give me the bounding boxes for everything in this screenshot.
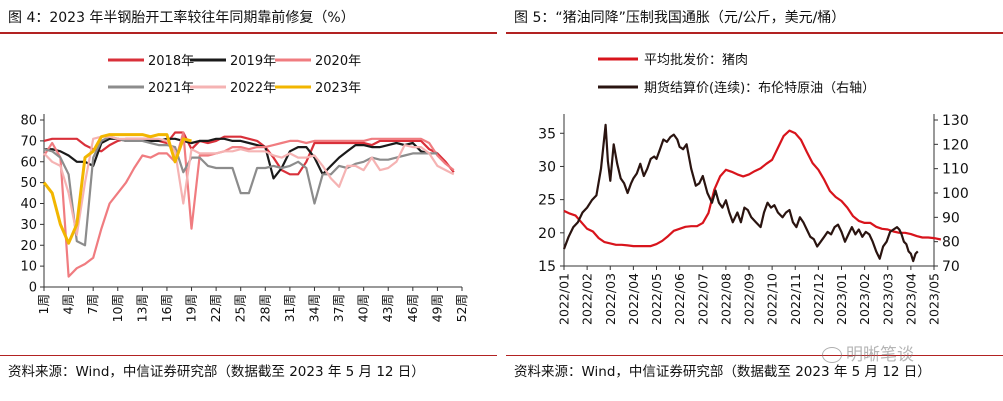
x-tick-label: 4周 (61, 294, 76, 314)
x-tick-label: 2022/12 (811, 273, 826, 325)
x-tick-label: 25周 (233, 294, 248, 322)
legend-label: 期货结算价(连续)：布伦特原油（右轴） (644, 80, 875, 96)
x-tick-label: 28周 (257, 294, 272, 322)
series-line-brent (562, 123, 919, 263)
y-right-tick-label: 80 (942, 235, 960, 251)
watermark: 明晰笔谈 (822, 340, 914, 365)
legend-label: 2021年 (148, 81, 194, 96)
legend-label: 平均批发价：猪肉 (644, 52, 748, 68)
x-tick-label: 2023/03 (880, 273, 895, 325)
x-tick-label: 2022/09 (742, 273, 757, 325)
x-tick-label: 2023/01 (834, 273, 849, 325)
x-tick-label: 22周 (208, 294, 223, 322)
left-line-chart: 2018年 2019年 2020年 2021年 2022年 2023年 0 10 20 30 40 5… (20, 54, 469, 322)
y-tick-label: 0 (29, 281, 37, 296)
right-source-rule (506, 355, 1003, 356)
x-tick-label: 2022/05 (649, 273, 664, 325)
x-tick-label: 40周 (356, 294, 371, 322)
y-tick-label: 60 (20, 155, 37, 170)
x-tick-label: 13周 (134, 294, 149, 322)
y-right-tick-label: 130 (942, 113, 969, 129)
series-line-y2022 (43, 135, 455, 236)
right-chart-source: 资料来源：Wind，中信证券研究部（数据截至 2023 年 5 月 12 日） (514, 364, 931, 380)
x-tick-label: 2022/06 (672, 273, 687, 325)
series-line-y2019 (44, 137, 430, 180)
y-tick-label: 80 (20, 114, 37, 129)
x-tick-label: 2022/08 (718, 273, 733, 325)
x-tick-label: 34周 (306, 294, 321, 322)
watermark-text: 明晰笔谈 (846, 345, 914, 365)
y-tick-label: 20 (20, 239, 37, 254)
x-tick-label: 7周 (85, 294, 100, 314)
wechat-icon (822, 347, 842, 363)
right-chart-panel: 图 5：“猪油同降”压制我国通胀（元/公斤，美元/桶） 平均批发价：猪肉期货结算… (506, 0, 1003, 401)
series-line-y2021 (43, 135, 438, 247)
x-tick-label: 1周 (36, 294, 51, 314)
y-right-tick-label: 70 (942, 259, 960, 275)
x-tick-label: 2023/04 (903, 273, 918, 325)
left-chart-source: 资料来源：Wind，中信证券研究部（数据截至 2023 年 5 月 12 日） (8, 364, 425, 380)
x-tick-label: 19周 (184, 294, 199, 322)
series-line-y2023 (42, 133, 192, 245)
y-right-tick-label: 110 (942, 162, 969, 178)
legend-label: 2019年 (230, 54, 276, 69)
series-line-pork (563, 129, 942, 248)
x-tick-label: 2023/02 (857, 273, 872, 325)
left-source-rule (0, 355, 497, 356)
y-tick-label: 10 (20, 260, 37, 275)
x-tick-label: 52周 (454, 294, 469, 322)
y-left-tick-label: 20 (538, 226, 556, 242)
x-tick-label: 2022/10 (765, 273, 780, 325)
x-tick-label: 43周 (380, 294, 395, 322)
x-tick-label: 2022/04 (626, 273, 641, 325)
y-left-tick-label: 25 (538, 193, 556, 209)
right-title-rule (506, 32, 1003, 34)
legend-label: 2020年 (315, 54, 361, 69)
series-line-y2018 (43, 131, 455, 176)
x-tick-label: 10周 (110, 294, 125, 322)
x-tick-label: 16周 (159, 294, 174, 322)
y-left-tick-label: 15 (538, 259, 556, 275)
x-tick-label: 2022/01 (557, 273, 572, 325)
right-chart-title: 图 5：“猪油同降”压制我国通胀（元/公斤，美元/桶） (514, 10, 846, 26)
x-tick-label: 37周 (331, 294, 346, 322)
y-right-tick-label: 90 (942, 210, 960, 226)
legend-label: 2018年 (148, 54, 194, 69)
legend-label: 2022年 (230, 81, 276, 96)
x-tick-label: 46周 (405, 294, 420, 322)
left-chart-panel: 图 4：2023 年半钢胎开工率较往年同期靠前修复（%） 2018年 2019年 2… (0, 0, 497, 401)
x-tick-label: 2022/02 (580, 273, 595, 325)
x-tick-label: 31周 (282, 294, 297, 322)
left-chart-title: 图 4：2023 年半钢胎开工率较往年同期靠前修复（%） (8, 10, 355, 26)
y-tick-label: 70 (20, 134, 37, 149)
y-left-tick-label: 35 (538, 126, 556, 142)
y-tick-label: 30 (20, 218, 37, 233)
y-tick-label: 40 (20, 197, 37, 212)
x-tick-label: 2022/07 (695, 273, 710, 325)
x-tick-label: 2022/03 (603, 273, 618, 325)
x-tick-label: 2023/05 (927, 273, 942, 325)
series-line-y2020 (43, 131, 455, 278)
x-tick-label: 49周 (429, 294, 444, 322)
x-tick-label: 2022/11 (788, 273, 803, 325)
legend-label: 2023年 (315, 81, 361, 96)
y-left-tick-label: 30 (538, 159, 556, 175)
left-title-rule (0, 32, 497, 34)
y-tick-label: 50 (20, 176, 37, 191)
y-right-tick-label: 100 (942, 186, 969, 202)
y-right-tick-label: 120 (942, 137, 969, 153)
